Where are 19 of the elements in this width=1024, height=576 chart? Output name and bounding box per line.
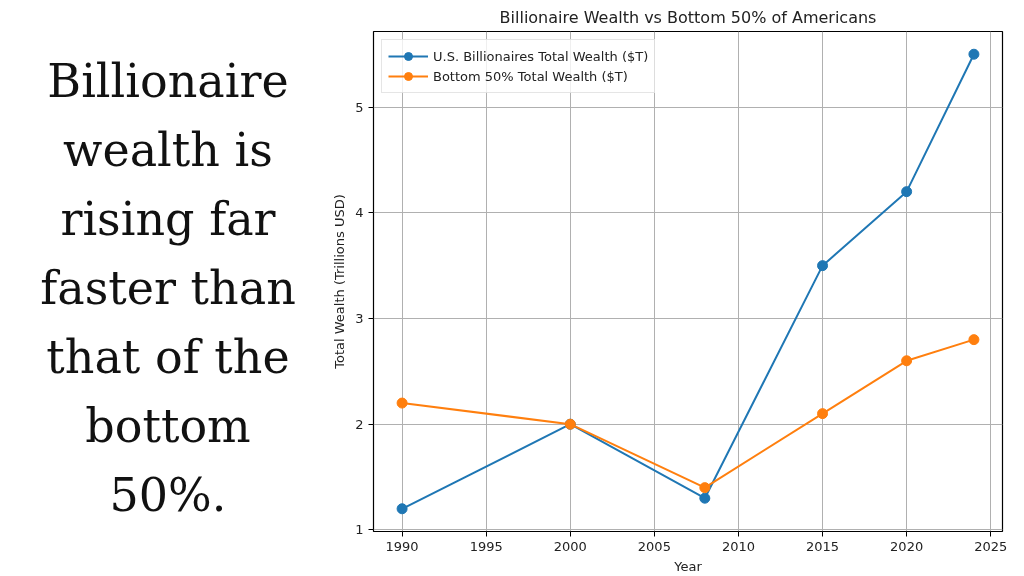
text: Billionaire wealth is rising far faster than that of the bottom 50%. xyxy=(39,52,297,524)
x-tick-label: 2025 xyxy=(974,538,1008,554)
legend-label: U.S. Billionaires Total Wealth ($T) xyxy=(433,48,649,64)
x-tick-label: 2005 xyxy=(637,538,671,554)
chart-title: Billionaire Wealth vs Bottom 50% of Americans xyxy=(499,7,877,27)
x-tick-label: 2020 xyxy=(890,538,924,554)
y-tick-label: 3 xyxy=(355,311,364,326)
x-tick-label: 2010 xyxy=(721,538,756,554)
x-tick-label: 1995 xyxy=(469,538,503,554)
y-tick-label: 5 xyxy=(355,99,364,115)
y-tick-label: 1 xyxy=(355,522,364,538)
x-axis-title: Year xyxy=(673,558,703,574)
y-tick-label: 4 xyxy=(355,205,364,221)
x-tick-label: 1990 xyxy=(385,538,419,554)
x-tick-label: 2015 xyxy=(806,538,840,554)
legend-label: Bottom 50% Total Wealth ($T) xyxy=(433,68,628,84)
y-tick-label: 2 xyxy=(355,416,364,432)
y-axis-title: Total Wealth (Trillions USD) xyxy=(332,194,348,370)
x-tick-label: 2000 xyxy=(553,538,587,554)
